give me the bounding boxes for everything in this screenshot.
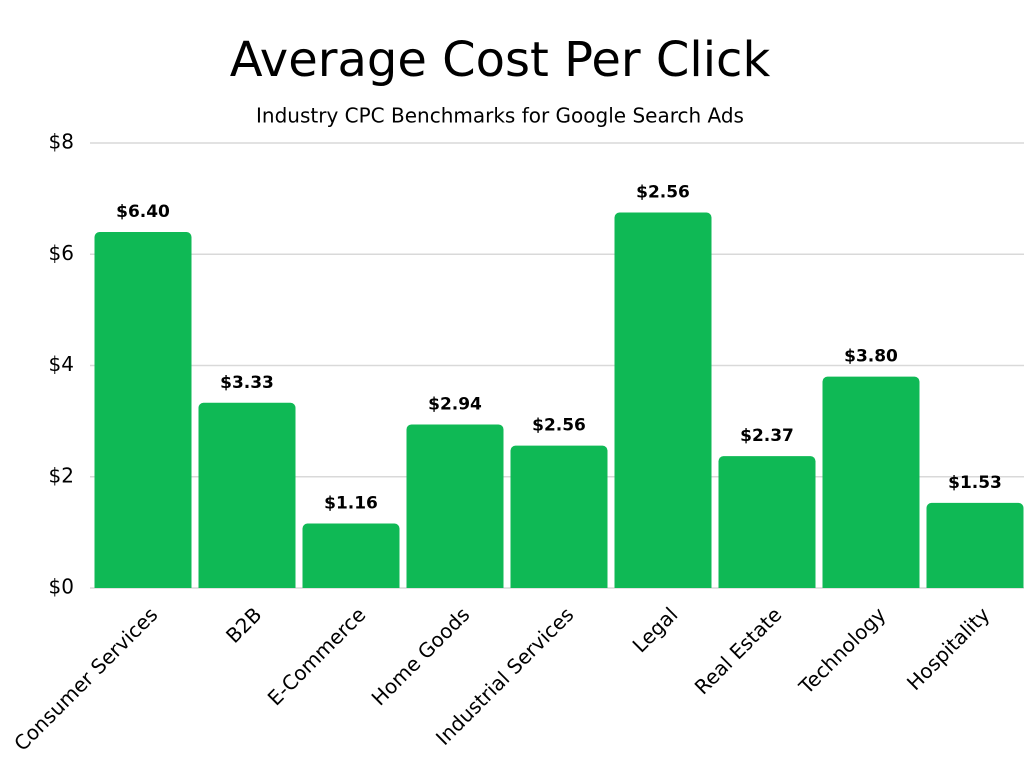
bar-base (926, 582, 1024, 588)
value-label: $2.56 (636, 183, 690, 203)
chart-title: Average Cost Per Click (230, 32, 771, 88)
value-label: $1.53 (948, 473, 1002, 493)
bar-base (822, 582, 920, 588)
bar (406, 424, 504, 588)
x-tick-label: E-Commerce (263, 602, 371, 710)
bar-base (302, 582, 400, 588)
bar-base (406, 582, 504, 588)
x-tick-label: Technology (794, 602, 891, 699)
bar (198, 402, 296, 588)
bar-base (198, 582, 296, 588)
y-tick-label: $0 (49, 575, 74, 599)
bar (926, 502, 1024, 588)
x-tick-label: Legal (628, 602, 683, 657)
value-label: $2.56 (532, 416, 586, 436)
bar-base (718, 582, 816, 588)
x-tick-label: Real Estate (690, 602, 787, 699)
bar (718, 456, 816, 588)
value-label: $1.16 (324, 493, 378, 513)
bar-base (510, 582, 608, 588)
y-tick-label: $6 (49, 241, 74, 265)
y-tick-label: $8 (49, 130, 74, 154)
value-label: $3.33 (220, 373, 274, 393)
bar-base (614, 582, 712, 588)
x-tick-label: Consumer Services (9, 602, 162, 755)
bar (510, 445, 608, 588)
bar-base (94, 582, 192, 588)
y-tick-label: $2 (49, 463, 74, 487)
value-label: $2.94 (428, 394, 482, 414)
chart-subtitle: Industry CPC Benchmarks for Google Searc… (256, 104, 744, 128)
value-label: $6.40 (116, 202, 170, 222)
x-tick-label: Hospitality (902, 602, 995, 695)
bar (94, 232, 192, 588)
bar (822, 376, 920, 588)
x-tick-label: Home Goods (367, 602, 475, 710)
y-tick-label: $4 (49, 352, 74, 376)
x-tick-label: B2B (221, 602, 266, 647)
bar (614, 212, 712, 588)
value-label: $2.37 (740, 426, 794, 446)
value-label: $3.80 (844, 347, 898, 367)
bar (302, 523, 400, 588)
